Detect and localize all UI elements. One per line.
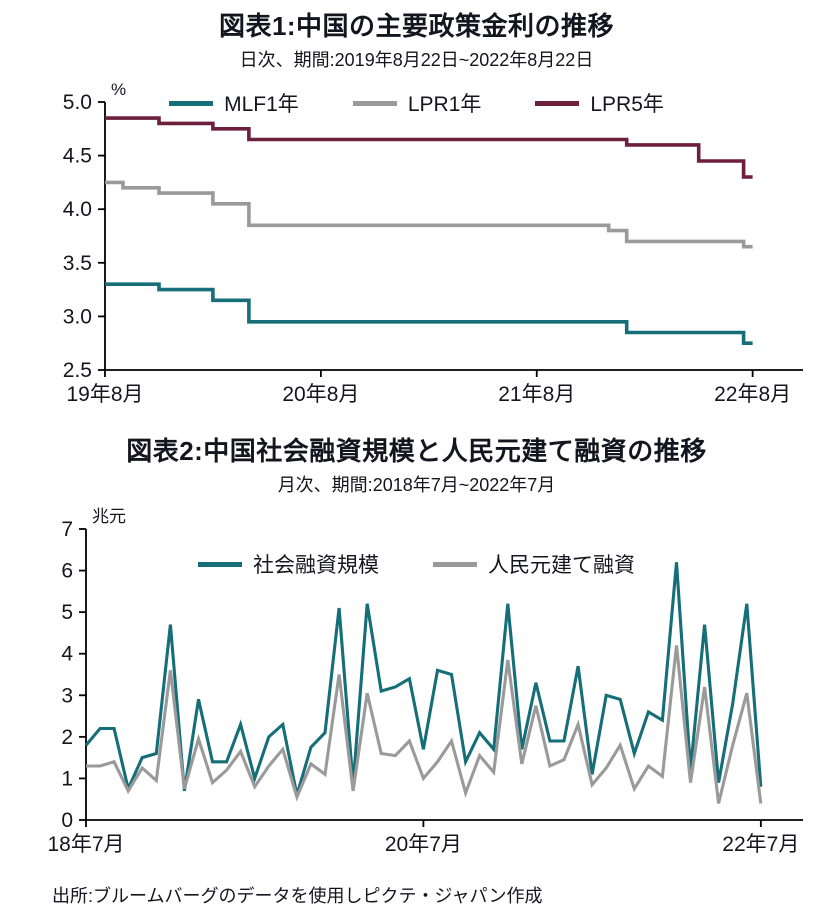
svg-text:1: 1 [61, 767, 73, 790]
svg-text:兆元: 兆元 [92, 507, 126, 526]
chart2-title: 図表2:中国社会融資規模と人民元建て融資の推移 [126, 436, 707, 466]
chart1-title: 図表1:中国の主要政策金利の推移 [218, 11, 615, 41]
source-note: 出所:ブルームバーグのデータを使用しピクテ・ジャパン作成 [52, 886, 543, 906]
chart1-subtitle: 日次、期間:2019年8月22日~2022年8月22日 [239, 50, 594, 70]
svg-text:22年7月: 22年7月 [722, 833, 799, 856]
svg-text:4.5: 4.5 [63, 145, 92, 168]
svg-text:2: 2 [61, 726, 73, 749]
svg-text:18年7月: 18年7月 [47, 833, 124, 856]
social-financing-section: 図表2:中国社会融資規模と人民元建て融資の推移 月次、期間:2018年7月~20… [0, 431, 833, 872]
svg-text:4.0: 4.0 [63, 198, 92, 221]
svg-text:7: 7 [61, 518, 73, 541]
svg-text:0: 0 [61, 809, 73, 832]
svg-text:5.0: 5.0 [63, 91, 92, 114]
chart1-plot-area: MLF1年 LPR1年 LPR5年 5.0 4.5 4.0 3.5 3.0 2.5 19年8… [0, 72, 833, 417]
svg-text:22年8月: 22年8月 [714, 383, 791, 406]
svg-text:21年8月: 21年8月 [498, 383, 575, 406]
svg-text:3.5: 3.5 [63, 252, 92, 275]
svg-text:4: 4 [61, 643, 73, 666]
policy-rates-section: 図表1:中国の主要政策金利の推移 日次、期間:2019年8月22日~2022年8… [0, 6, 833, 417]
social-financing-chart-canvas: 7 6 5 4 3 2 1 018年7月 20年7月 22年7月 兆元 [47, 507, 803, 856]
svg-text:5: 5 [61, 601, 73, 624]
svg-text:19年8月: 19年8月 [66, 383, 143, 406]
svg-text:6: 6 [61, 560, 73, 583]
svg-text:3.0: 3.0 [63, 305, 92, 328]
svg-text:2.5: 2.5 [63, 359, 92, 382]
svg-text:%: % [111, 80, 126, 99]
svg-text:20年7月: 20年7月 [385, 833, 462, 856]
svg-text:3: 3 [61, 684, 73, 707]
svg-text:20年8月: 20年8月 [282, 383, 359, 406]
chart2-subtitle: 月次、期間:2018年7月~2022年7月 [277, 475, 556, 495]
chart2-plot-area: 社会融資規模 人民元建て融資 7 6 5 4 3 2 1 0 18年7月 20年7月 22年7月 兆元 [0, 497, 833, 872]
